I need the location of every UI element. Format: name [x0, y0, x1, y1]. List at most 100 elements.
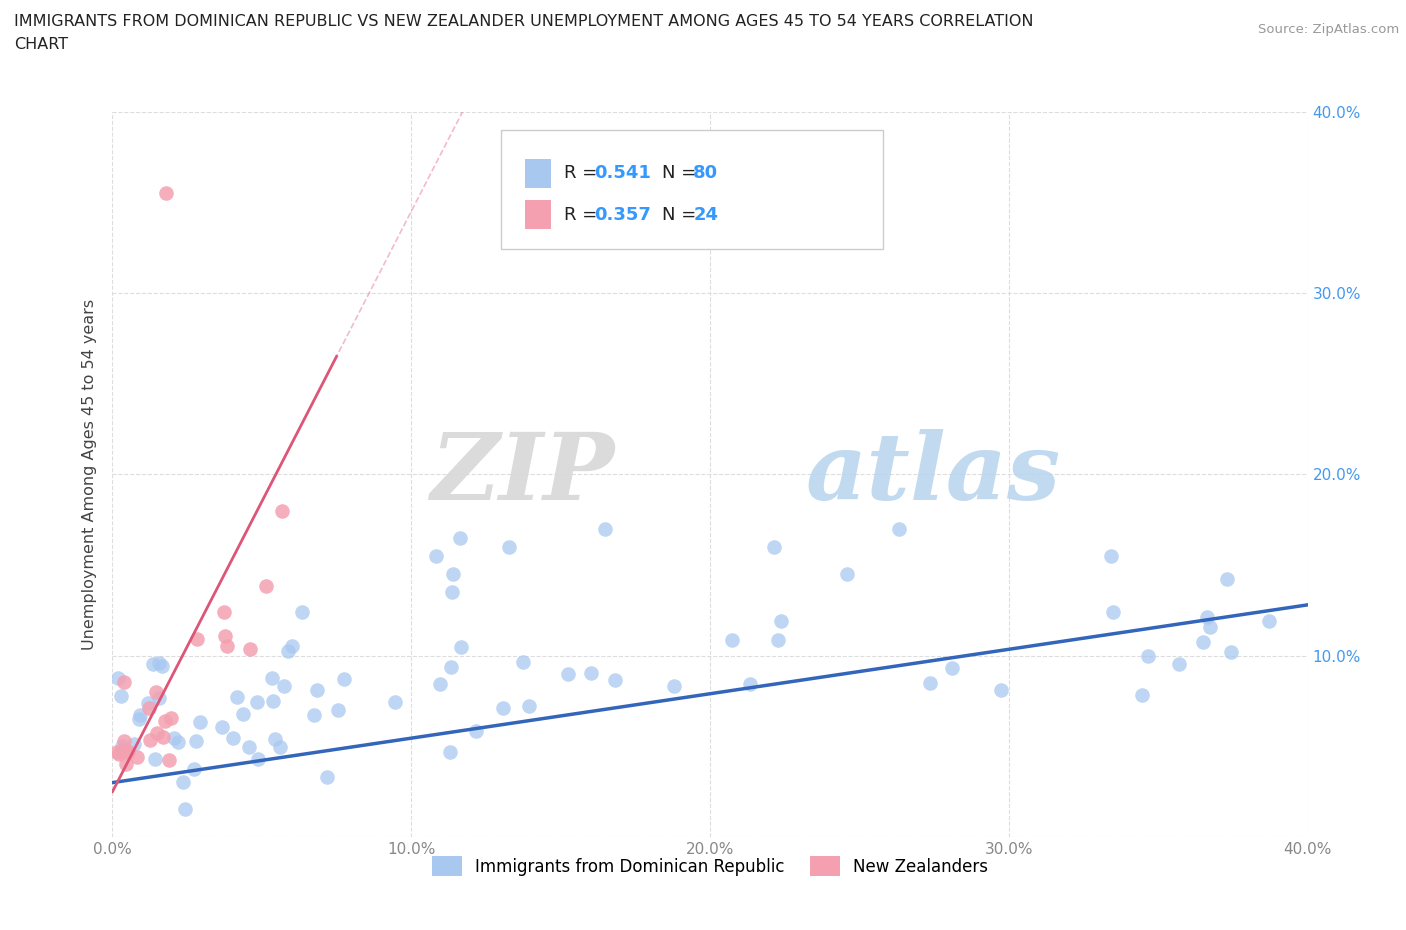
- Point: [146, 725, 169, 740]
- Point: [150, 658, 173, 673]
- Point: [269, 740, 291, 755]
- Point: [326, 703, 349, 718]
- Point: [143, 751, 166, 766]
- Point: [720, 632, 742, 647]
- Point: [117, 745, 139, 760]
- Point: [605, 672, 627, 687]
- Point: [1198, 620, 1220, 635]
- Point: [1195, 609, 1218, 624]
- Point: [122, 737, 145, 751]
- Point: [232, 707, 254, 722]
- Point: [214, 605, 236, 620]
- Point: [441, 566, 464, 581]
- Point: [333, 671, 356, 686]
- Point: [152, 730, 174, 745]
- Point: [186, 733, 208, 748]
- Point: [1258, 614, 1281, 629]
- Point: [1102, 604, 1125, 619]
- Text: Source: ZipAtlas.com: Source: ZipAtlas.com: [1258, 23, 1399, 36]
- Point: [142, 657, 165, 671]
- Point: [439, 745, 461, 760]
- Point: [211, 720, 233, 735]
- Text: R =: R =: [564, 206, 603, 223]
- Point: [1192, 635, 1215, 650]
- Point: [291, 604, 314, 619]
- Point: [425, 549, 447, 564]
- Point: [440, 660, 463, 675]
- Point: [465, 724, 488, 738]
- Point: [186, 632, 208, 647]
- Point: [492, 700, 515, 715]
- Point: [450, 640, 472, 655]
- Text: atlas: atlas: [806, 430, 1062, 519]
- Text: R =: R =: [564, 165, 603, 182]
- Point: [1167, 657, 1189, 671]
- Point: [183, 762, 205, 777]
- Text: 80: 80: [693, 165, 718, 182]
- Point: [1136, 648, 1159, 663]
- Point: [138, 696, 160, 711]
- FancyBboxPatch shape: [501, 130, 883, 249]
- Point: [129, 708, 152, 723]
- Point: [174, 802, 197, 817]
- Point: [145, 684, 167, 699]
- Point: [887, 521, 910, 536]
- Point: [512, 655, 534, 670]
- Text: CHART: CHART: [14, 37, 67, 52]
- Text: 0.541: 0.541: [595, 165, 651, 182]
- Point: [215, 638, 238, 653]
- Point: [449, 530, 471, 545]
- Point: [260, 671, 283, 686]
- Point: [110, 688, 132, 703]
- Point: [281, 639, 304, 654]
- Text: 24: 24: [693, 206, 718, 223]
- Point: [305, 683, 328, 698]
- Point: [148, 691, 170, 706]
- Point: [557, 666, 579, 681]
- Point: [254, 578, 277, 593]
- Point: [941, 660, 963, 675]
- Point: [238, 739, 260, 754]
- Point: [148, 656, 170, 671]
- Point: [273, 678, 295, 693]
- Point: [172, 775, 194, 790]
- Point: [517, 698, 540, 713]
- Point: [128, 711, 150, 726]
- Point: [738, 676, 761, 691]
- Point: [159, 753, 181, 768]
- Point: [163, 731, 186, 746]
- Point: [302, 708, 325, 723]
- Point: [138, 733, 160, 748]
- Text: IMMIGRANTS FROM DOMINICAN REPUBLIC VS NEW ZEALANDER UNEMPLOYMENT AMONG AGES 45 T: IMMIGRANTS FROM DOMINICAN REPUBLIC VS NE…: [14, 14, 1033, 29]
- Point: [114, 757, 136, 772]
- Text: ZIP: ZIP: [430, 430, 614, 519]
- Point: [107, 747, 129, 762]
- Point: [662, 678, 685, 693]
- Point: [153, 714, 176, 729]
- Point: [1099, 549, 1122, 564]
- Point: [766, 632, 789, 647]
- Point: [498, 539, 520, 554]
- Point: [112, 734, 135, 749]
- Point: [125, 750, 148, 764]
- Point: [1130, 688, 1153, 703]
- Y-axis label: Unemployment Among Ages 45 to 54 years: Unemployment Among Ages 45 to 54 years: [82, 299, 97, 650]
- Point: [214, 629, 236, 644]
- Point: [264, 731, 287, 746]
- Point: [763, 539, 786, 554]
- Point: [188, 714, 211, 729]
- Point: [316, 769, 339, 784]
- Point: [384, 695, 406, 710]
- Point: [271, 503, 294, 518]
- Point: [277, 644, 299, 658]
- Bar: [524, 159, 551, 188]
- Point: [246, 695, 269, 710]
- Text: N =: N =: [662, 206, 702, 223]
- Point: [239, 642, 262, 657]
- Point: [112, 674, 135, 689]
- Point: [107, 671, 129, 685]
- Point: [770, 613, 793, 628]
- Point: [837, 566, 859, 581]
- Text: 0.357: 0.357: [595, 206, 651, 223]
- Point: [159, 711, 181, 725]
